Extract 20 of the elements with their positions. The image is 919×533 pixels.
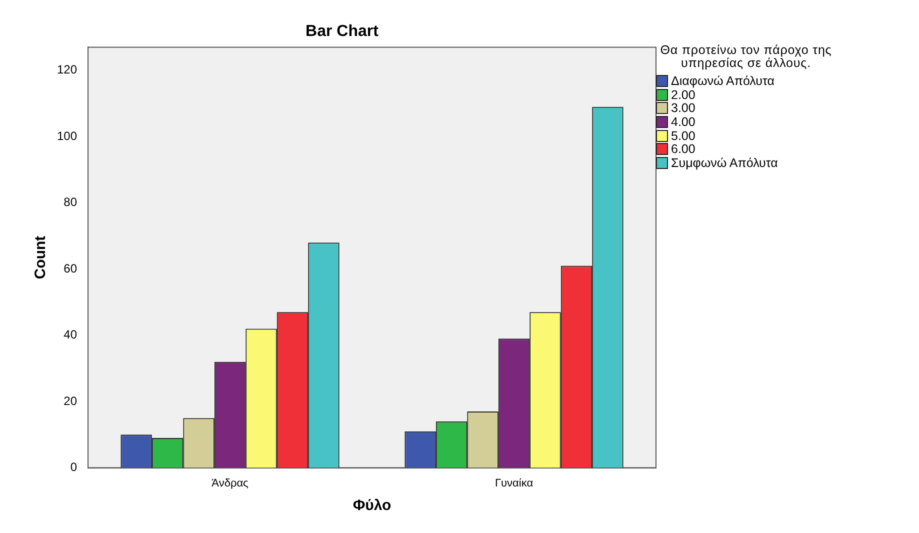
legend-label: Συμφωνώ Απόλυτα — [671, 156, 778, 170]
legend-label: 4.00 — [671, 114, 696, 129]
legend-label: Διαφωνώ Απόλυτα — [671, 74, 774, 88]
y-tick-label: 100 — [56, 128, 78, 143]
chart-title: Bar Chart — [306, 23, 380, 40]
x-tick-label: Γυναίκα — [494, 477, 534, 490]
y-tick-label: 40 — [64, 328, 78, 342]
legend-label: 2.00 — [671, 88, 696, 102]
y-tick-label: 0 — [70, 460, 78, 474]
legend-label: 6.00 — [671, 142, 696, 156]
legend-label: 3.00 — [671, 101, 696, 116]
legend-label: 5.00 — [671, 128, 696, 143]
x-tick-label: Άνδρας — [212, 477, 248, 490]
y-tick-label: 60 — [64, 261, 78, 276]
y-tick-label: 20 — [64, 394, 78, 408]
x-axis-title: Φύλο — [352, 497, 392, 514]
legend-title: Θα προτείνω τον πάροχο της υπηρεσίας σε άλλους. — [659, 43, 833, 70]
y-tick-label: 120 — [56, 62, 78, 77]
y-tick-label: 80 — [64, 195, 78, 210]
y-axis-title: Count — [32, 236, 50, 280]
